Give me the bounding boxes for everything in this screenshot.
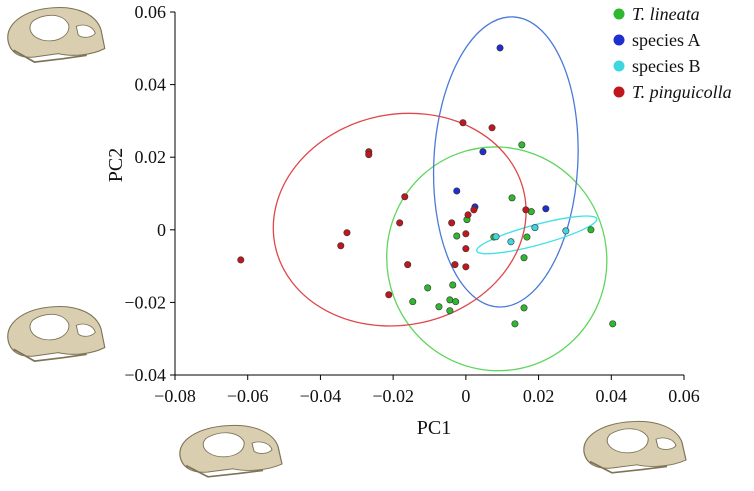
y-tick-label: 0.04 [135, 75, 167, 95]
point [470, 206, 478, 214]
y-tick-label: −0.04 [124, 365, 166, 385]
point [542, 205, 550, 213]
skull-icon [582, 420, 687, 474]
x-tick-label: 0.06 [668, 386, 700, 406]
point [496, 44, 504, 52]
legend-marker [613, 86, 625, 98]
point [237, 256, 245, 264]
point [587, 226, 595, 234]
skull-illustrations [6, 6, 687, 478]
point [424, 284, 432, 292]
point [562, 227, 570, 235]
point [449, 281, 457, 289]
point [385, 291, 393, 299]
x-tick-label: 0.04 [596, 386, 628, 406]
point [409, 298, 417, 306]
x-tick-label: −0.02 [372, 386, 414, 406]
point [404, 261, 412, 269]
y-tick-label: 0.06 [135, 2, 167, 22]
skull-icon [6, 6, 106, 64]
legend-label: species B [632, 56, 700, 76]
point [462, 230, 470, 238]
legend-label: species A [632, 30, 700, 50]
x-axis-label: PC1 [417, 417, 451, 439]
point [531, 224, 539, 232]
point [453, 187, 461, 195]
point [507, 238, 515, 246]
legend-label: T. pinguicolla [632, 82, 732, 102]
legend-marker [613, 8, 625, 20]
point [453, 232, 461, 240]
point [518, 141, 526, 149]
point [464, 211, 472, 219]
legend-marker [613, 34, 625, 46]
point [522, 206, 530, 214]
legend-marker [613, 60, 625, 72]
x-tick-label: −0.08 [154, 386, 196, 406]
y-axis-label: PC2 [105, 148, 127, 182]
point [396, 219, 404, 227]
y-tick-label: 0.02 [135, 147, 167, 167]
point [508, 194, 516, 202]
point [609, 320, 617, 328]
confidence-ellipse [432, 16, 579, 308]
point [488, 124, 496, 132]
point [462, 245, 470, 253]
x-tick-label: −0.04 [300, 386, 342, 406]
point [435, 303, 443, 311]
point [520, 304, 528, 312]
point [459, 119, 467, 127]
x-tick-label: 0 [461, 386, 470, 406]
point [343, 229, 351, 237]
skull-icon [6, 305, 106, 363]
point [365, 151, 373, 159]
point [452, 298, 460, 306]
skull-icon [178, 424, 283, 478]
point [448, 219, 456, 227]
point [511, 320, 519, 328]
y-tick-label: 0 [157, 220, 166, 240]
point [492, 233, 500, 241]
point [401, 193, 409, 201]
point [446, 307, 454, 315]
point [523, 233, 531, 241]
x-tick-label: −0.06 [227, 386, 269, 406]
point [520, 254, 528, 262]
confidence-ellipse [386, 146, 608, 372]
y-tick-label: −0.02 [124, 292, 166, 312]
x-tick-label: 0.02 [523, 386, 555, 406]
point [451, 261, 459, 269]
point [337, 242, 345, 250]
point [479, 148, 487, 156]
point [462, 263, 470, 271]
point [446, 296, 454, 304]
legend-label: T. lineata [632, 4, 700, 24]
confidence-ellipse [272, 112, 527, 327]
